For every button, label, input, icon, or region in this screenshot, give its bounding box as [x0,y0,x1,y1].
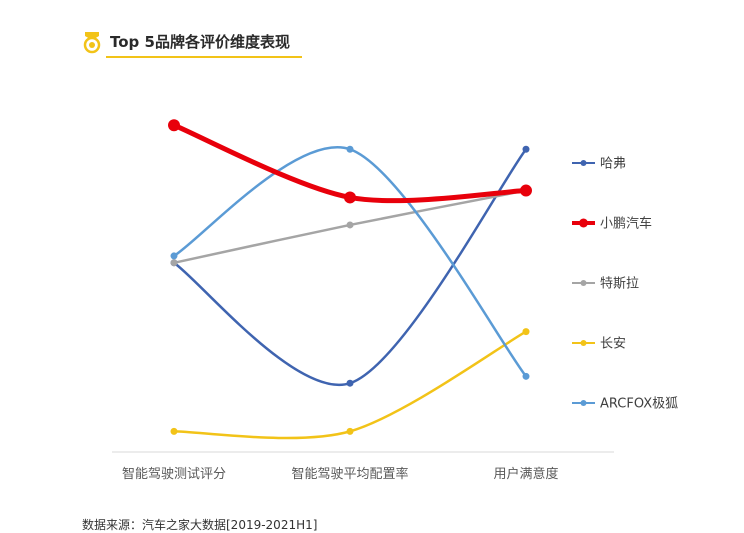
data-source-note: 数据来源：汽车之家大数据[2019-2021H1] [82,518,318,532]
data-point [346,145,354,153]
legend-label: 长安 [600,337,626,352]
data-point [168,119,180,132]
chart-title: Top 5品牌各评价维度表现 [110,33,290,51]
legend-swatch-marker [580,400,587,406]
x-axis-labels: 智能驾驶测试评分 智能驾驶平均配置率 用户满意度 [122,466,559,482]
data-point [344,191,356,204]
data-point [522,145,530,153]
series-lines [171,122,529,440]
x-tick-label: 智能驾驶平均配置率 [291,466,408,482]
legend-swatch-marker [579,218,588,228]
data-point [522,328,530,336]
data-point [520,184,532,197]
data-point [170,259,178,267]
legend-label: 特斯拉 [600,277,639,292]
chart-header: Top 5品牌各评价维度表现 [82,28,304,58]
x-tick-label: 用户满意度 [493,466,558,482]
data-point [170,427,178,435]
x-tick-label: 智能驾驶测试评分 [122,467,226,482]
series-line [172,148,528,387]
data-point [170,252,178,260]
legend-swatch-marker [580,280,587,286]
medal-icon [82,30,102,54]
legend-label: 小鹏汽车 [600,216,652,232]
legend-label: 哈弗 [600,157,626,172]
series-line [172,146,528,378]
series-points [168,119,532,435]
series-line [171,122,529,204]
legend-swatch-marker [580,160,587,166]
legend-swatch-marker [580,340,587,346]
data-point [346,427,354,435]
data-point [346,379,354,387]
legend-label: ARCFOX极狐 [600,397,678,412]
title-underline [106,56,302,58]
data-point [346,221,354,229]
data-point [522,372,530,380]
